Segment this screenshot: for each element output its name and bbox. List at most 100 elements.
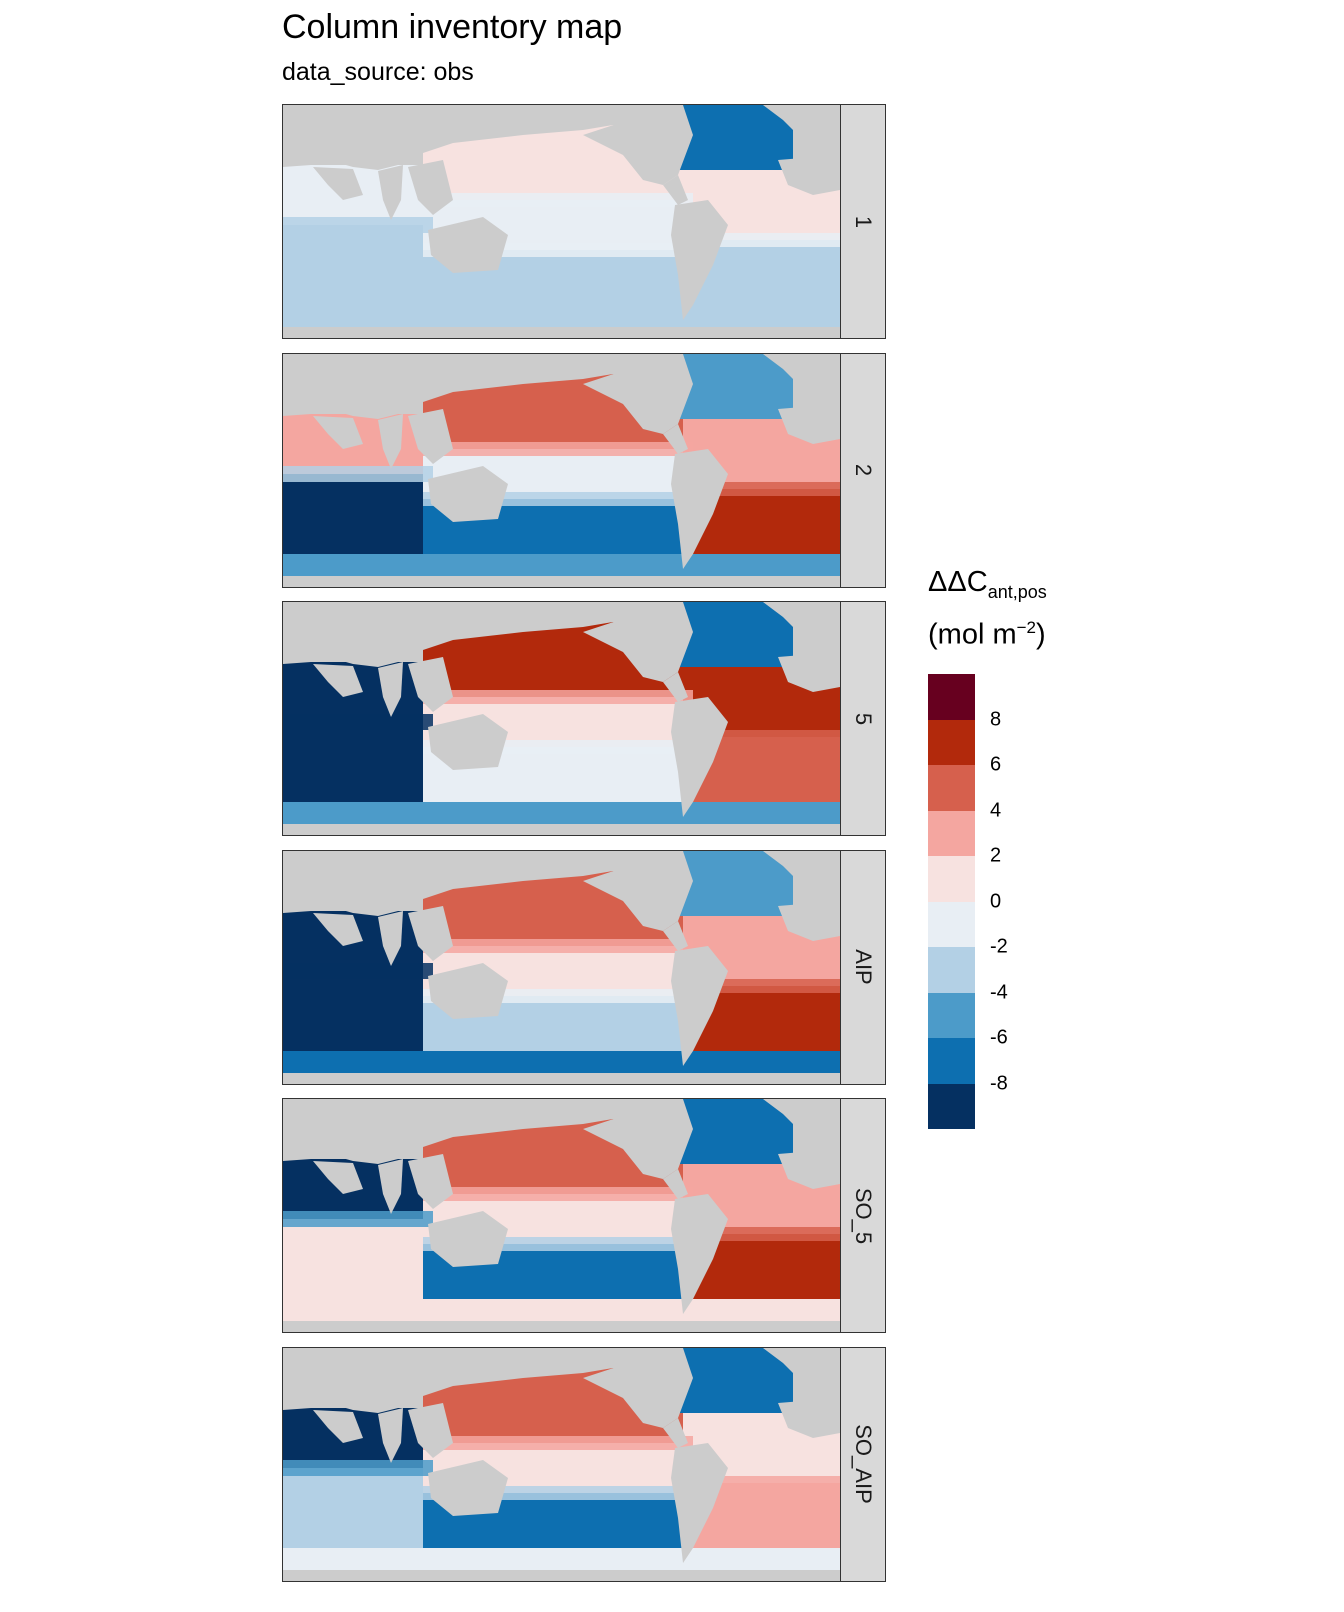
legend-swatch [928,856,975,902]
land-mass [671,448,728,569]
pac-north-mid-band [423,1187,693,1201]
io-band [283,714,433,730]
land-mass [408,1154,453,1209]
land-mass [583,353,693,434]
land-mass [313,664,363,697]
land-mass [428,1459,508,1516]
legend-unit-main: (mol m [928,618,1017,651]
legend-unit: (mol m−2) [928,618,1046,652]
map-panel-so-5: SO_5 [282,1098,886,1333]
facet-strip-label: 5 [851,712,876,725]
legend-unit-exponent: −2 [1016,618,1036,637]
legend-swatch [928,1083,975,1129]
land-mass [313,415,363,449]
land-mass [778,900,840,941]
io-band [283,1211,433,1227]
land-mass [283,824,840,835]
legend-tick-label: -2 [990,935,1008,958]
region-atl-north [673,1347,793,1413]
land-mass [408,408,453,464]
pac-north-mid-band [423,1435,693,1450]
facet-strip: 5 [840,601,886,836]
land-mass [408,160,453,215]
legend-tick-labels: 8 6 4 2 0 -2 -4 -6 -8 [990,674,1050,1129]
map-panel-5: 5 [282,601,886,836]
region-io-south [283,1467,433,1563]
inventory-map [283,1347,840,1581]
legend-tick-label: 0 [990,890,1002,912]
facet-strip-label: AIP [851,949,876,985]
map-panel-aip: AIP [282,849,886,1085]
region-atl-north [673,353,793,419]
legend-tick-label: -6 [990,1026,1008,1049]
facet-strip: SO_AIP [840,1346,886,1582]
facet-strip-label: 2 [851,463,876,477]
land-mass [671,1442,728,1563]
land-mass [671,200,728,320]
land-mass [283,353,328,416]
land-mass [283,105,328,167]
pac-north-mid-band [423,441,693,456]
map-plot-area [282,104,841,339]
region-io-south [283,722,433,817]
land-mass [763,1099,840,1134]
pac-north-mid-band [423,690,693,704]
land-mass [328,1347,653,1413]
region-so [283,1050,840,1073]
legend-tick-label: 2 [990,844,1002,867]
map-plot-area [282,849,841,1085]
io-band [283,217,433,233]
inventory-map [283,850,840,1084]
inventory-map [283,105,840,338]
land-mass [283,327,840,338]
legend-swatch [928,992,975,1038]
legend-swatch [928,719,975,765]
land-mass [671,945,728,1066]
inventory-map [283,1099,840,1332]
land-mass [778,403,840,444]
io-band [283,465,433,482]
legend-title-main: ΔΔC [928,566,988,598]
region-io-south [283,1219,433,1314]
land-mass [763,850,840,886]
land-mass [583,1099,693,1179]
legend-tick-label: -4 [990,981,1008,1003]
map-plot-area [282,601,841,836]
legend-swatch [928,947,975,993]
land-mass [663,175,688,205]
region-io-south [283,473,433,569]
legend-swatch [928,1038,975,1084]
facet-strip: SO_5 [840,1098,886,1333]
land-mass [408,657,453,712]
legend-title: ΔΔCant,pos [928,566,1047,603]
land-mass [328,1099,653,1164]
land-mass [378,1159,403,1214]
facet-strip: 1 [840,104,886,339]
land-mass [778,155,840,195]
legend-tick-label: 4 [990,799,1002,821]
land-mass [283,1347,328,1410]
land-mass [663,1169,688,1199]
legend-title-subscript: ant,pos [987,581,1047,602]
legend-tick-label: 8 [990,708,1002,730]
land-mass [763,353,840,389]
land-mass [283,1072,840,1084]
land-mass [763,602,840,637]
legend-unit-close: ) [1036,618,1046,651]
facet-strip-label: 1 [851,215,876,228]
land-mass [283,850,328,913]
map-panel-1: 1 [282,104,886,339]
region-atl-north [673,105,793,170]
facet-strip: AIP [840,849,886,1085]
land-mass [428,465,508,522]
io-band [283,962,433,979]
land-mass [283,575,840,587]
land-mass [583,1347,693,1428]
land-mass [663,920,688,951]
land-mass [328,105,653,170]
land-mass [671,1194,728,1314]
land-mass [328,602,653,667]
land-mass [583,602,693,682]
inventory-map [283,602,840,835]
region-atl-north [673,602,793,667]
